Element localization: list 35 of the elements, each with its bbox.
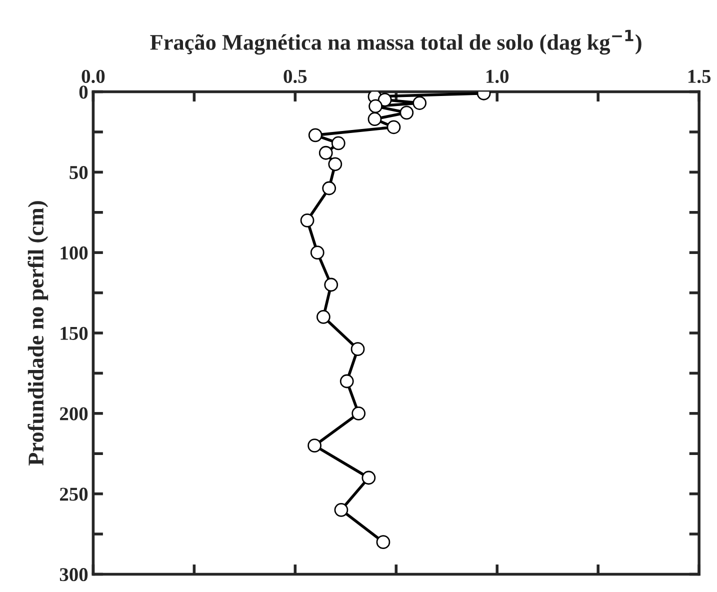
x-tick-label: 0.0 bbox=[82, 70, 105, 84]
point bbox=[340, 374, 354, 388]
point bbox=[350, 342, 365, 356]
point bbox=[368, 99, 382, 114]
x-axis-title: Fração Magnética na massa total de solo (dag kg$^{−1}$) bbox=[150, 30, 642, 55]
point bbox=[386, 120, 401, 134]
point bbox=[328, 157, 342, 172]
point bbox=[310, 246, 324, 260]
point bbox=[352, 406, 366, 420]
point bbox=[378, 92, 392, 107]
point bbox=[331, 136, 346, 150]
y-tick-label: 50 bbox=[70, 166, 88, 180]
x-tick-label: 0.5 bbox=[284, 70, 307, 84]
point bbox=[308, 438, 322, 453]
point bbox=[368, 112, 382, 126]
point bbox=[322, 181, 336, 196]
x-tick-label: 1.5 bbox=[688, 70, 711, 84]
y-tick-label: 150 bbox=[60, 326, 88, 340]
y-axis-title: Profundidade no perfil (cm) bbox=[28, 201, 48, 466]
y-tick-label: 100 bbox=[60, 246, 88, 260]
y-tick-label: 200 bbox=[60, 407, 88, 420]
point bbox=[316, 310, 330, 324]
point bbox=[400, 106, 414, 120]
point bbox=[334, 502, 348, 517]
y-tick-label: 300 bbox=[60, 568, 88, 582]
point bbox=[376, 535, 390, 550]
point bbox=[308, 128, 322, 142]
y-tick-label: 250 bbox=[60, 488, 88, 501]
point bbox=[324, 278, 338, 292]
point bbox=[412, 96, 427, 110]
point bbox=[362, 470, 376, 485]
point bbox=[318, 146, 333, 160]
y-tick-label: 0 bbox=[79, 86, 88, 99]
x-tick-label: 1.0 bbox=[486, 70, 509, 84]
point bbox=[300, 213, 314, 228]
